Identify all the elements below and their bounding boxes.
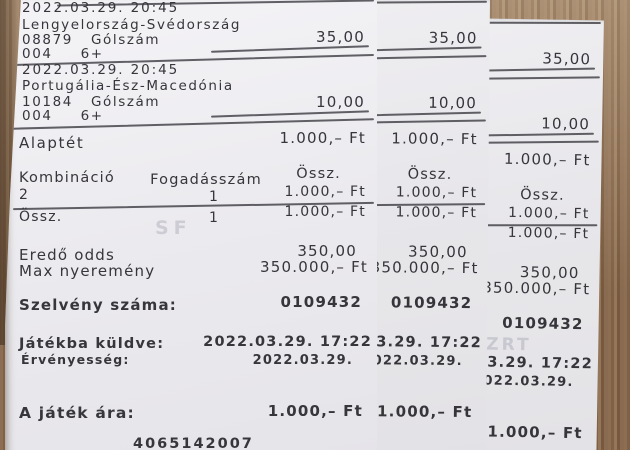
combo-total-value: 1.000,– Ft [395,204,478,222]
match-1-pick-code: 004 [22,46,53,62]
game-price-value: 1.000,– Ft [487,422,583,443]
validity-label: Érvényesség: [21,352,130,367]
base-stake-label: Alaptét [19,134,85,152]
combo-total-value: 1.000,– Ft [284,204,366,220]
combo-total-value: 1.000,– Ft [507,224,590,243]
combo-header-total: Össz. [296,166,341,182]
watermark-sf: SF [155,217,192,239]
match-1-odds: 35,00 [316,28,365,46]
submitted-value: 2022.03.29. 17:22 [203,334,372,350]
validity-value: 2022.03.29. [252,353,353,368]
validity-value: 2022.03.29. [473,373,574,391]
validity-value: 2022.03.29. [362,353,463,370]
combo-total-label: Össz. [19,209,63,225]
resulting-odds-label: Eredő odds [19,246,116,264]
match-1-market: Gólszám [90,32,161,48]
game-price-value: 1.000,– Ft [267,402,363,420]
match-2-pick-code: 004 [22,108,53,124]
game-price-value: 1.000,– Ft [377,402,473,422]
base-stake-value: 1.000,– Ft [503,149,591,170]
watermark-zrt: ZRT [486,334,532,356]
match-2-odds: 10,00 [541,114,591,134]
match-2-market: Gólszám [90,94,161,110]
match-2-odds: 10,00 [428,93,478,113]
match-1-odds-underline [211,45,369,53]
ticket-number-value: 0109432 [390,293,473,313]
max-win-value: 350.000,– Ft [370,258,479,278]
combo-row-total: 1.000,– Ft [284,184,366,200]
match-1-datetime: 2022.03.29. 20:45 [22,0,180,16]
game-price-label: A játék ára: [19,404,135,422]
match-2-code-row: 10184 Gólszám [22,94,160,110]
combo-row-bet-count: 1 [208,189,220,205]
betting-slip: 2022.03.29. 20:45 Lengyelország-Svédorsz… [5,0,377,450]
combo-row-total: 1.000,– Ft [395,184,478,202]
slip-serial-number: 4065142007 [133,436,254,450]
max-win-value: 350.000,– Ft [482,278,591,299]
match-1-teams: Lengyelország-Svédország [22,17,242,33]
match-2-odds-underline [211,110,369,118]
base-stake-value: 1.000,– Ft [391,129,478,149]
combo-row-total: 1.000,– Ft [507,204,590,223]
ticket-number-value: 0109432 [280,293,362,311]
combo-header-combination: Kombináció [19,170,115,186]
match-1-pick: 6+ [80,46,104,62]
combo-header-total: Össz. [407,166,453,183]
match-1-odds: 35,00 [542,49,592,69]
match-2-datetime: 2022.03.29. 20:45 [22,62,180,78]
match-2-pick: 6+ [80,108,104,124]
match-2-teams: Portugália-Ész-Macedónia [22,78,234,94]
base-stake-value: 1.000,– Ft [279,129,366,147]
match-2-odds: 10,00 [316,93,365,111]
match-1-code-row: 08879 Gólszám [22,32,160,48]
max-win-value: 350.000,– Ft [260,258,368,276]
resulting-odds-value: 350,00 [297,242,357,260]
combo-header-bet-count: Fogadásszám [150,172,262,188]
submitted-label: Játékba küldve: [19,336,165,352]
combo-total-bet-count: 1 [208,210,220,226]
combo-row-combination: 2 [19,187,30,203]
match-2-event-code: 10184 [22,94,73,110]
match-1-event-code: 08879 [22,32,73,48]
max-win-label: Max nyeremény [19,262,156,280]
match-1-pick-row: 004 6+ [22,46,104,62]
combo-header-total: Össz. [519,187,566,204]
match-1-odds: 35,00 [428,28,478,48]
ticket-number-label: Szelvény száma: [19,296,178,314]
match-2-pick-row: 004 6+ [22,108,104,124]
ticket-number-value: 0109432 [502,313,584,334]
